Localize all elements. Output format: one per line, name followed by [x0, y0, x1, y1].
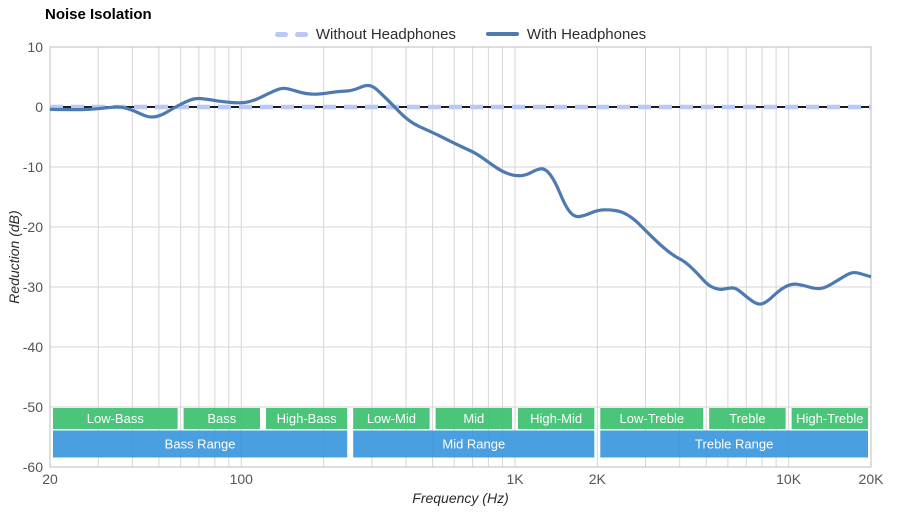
sub-band-label: Mid: [463, 411, 484, 426]
sub-band-label: High-Treble: [796, 411, 863, 426]
x-tick-label: 20: [42, 471, 58, 487]
sub-band: [709, 408, 786, 429]
legend-item-without-headphones[interactable]: Without Headphones: [274, 25, 456, 43]
sub-band: [183, 408, 260, 429]
sub-band-label: Low-Bass: [87, 411, 145, 426]
y-tick-label: -60: [23, 459, 43, 475]
dashed-line-swatch-icon: [274, 31, 308, 37]
range-band-label: Bass Range: [165, 437, 236, 452]
legend-label: With Headphones: [526, 25, 647, 43]
plot-border: [49, 46, 872, 468]
sub-band: [600, 408, 704, 429]
sub-band-label: Bass: [207, 411, 236, 426]
series-with-headphones: [49, 83, 872, 306]
range-band-label: Mid Range: [442, 437, 505, 452]
y-tick-label: 0: [35, 99, 43, 115]
sub-band: [791, 408, 868, 429]
x-tick-label: 1K: [506, 471, 524, 487]
y-tick-label: -10: [23, 159, 43, 175]
x-tick-label: 10K: [776, 471, 802, 487]
y-axis-title: Reduction (dB): [6, 210, 22, 304]
range-band: [600, 430, 868, 458]
legend-label: Without Headphones: [315, 25, 456, 43]
sub-band-label: Treble: [729, 411, 765, 426]
solid-line-swatch-icon: [485, 32, 519, 36]
sub-band: [353, 408, 430, 429]
y-tick-label: 10: [27, 39, 43, 55]
y-tick-label: -40: [23, 339, 43, 355]
sub-band-label: Low-Mid: [367, 411, 416, 426]
sub-band-label: Low-Treble: [620, 411, 685, 426]
legend-item-with-headphones[interactable]: With Headphones: [485, 25, 647, 43]
sub-band: [518, 408, 595, 429]
sub-band: [53, 408, 178, 429]
sub-band-label: High-Bass: [277, 411, 337, 426]
page-title: Noise Isolation: [45, 6, 152, 23]
range-band: [353, 430, 595, 458]
x-tick-label: 100: [230, 471, 254, 487]
range-band-label: Treble Range: [695, 437, 773, 452]
sub-band: [266, 408, 348, 429]
legend: Without Headphones With Headphones: [50, 25, 871, 43]
sub-band-label: High-Mid: [530, 411, 582, 426]
x-tick-label: 20K: [859, 471, 885, 487]
x-axis-title: Frequency (Hz): [412, 490, 509, 506]
y-tick-label: -50: [23, 399, 43, 415]
y-tick-label: -20: [23, 219, 43, 235]
x-tick-label: 2K: [589, 471, 607, 487]
range-band: [53, 430, 348, 458]
sub-band: [435, 408, 512, 429]
y-tick-label: -30: [23, 279, 43, 295]
